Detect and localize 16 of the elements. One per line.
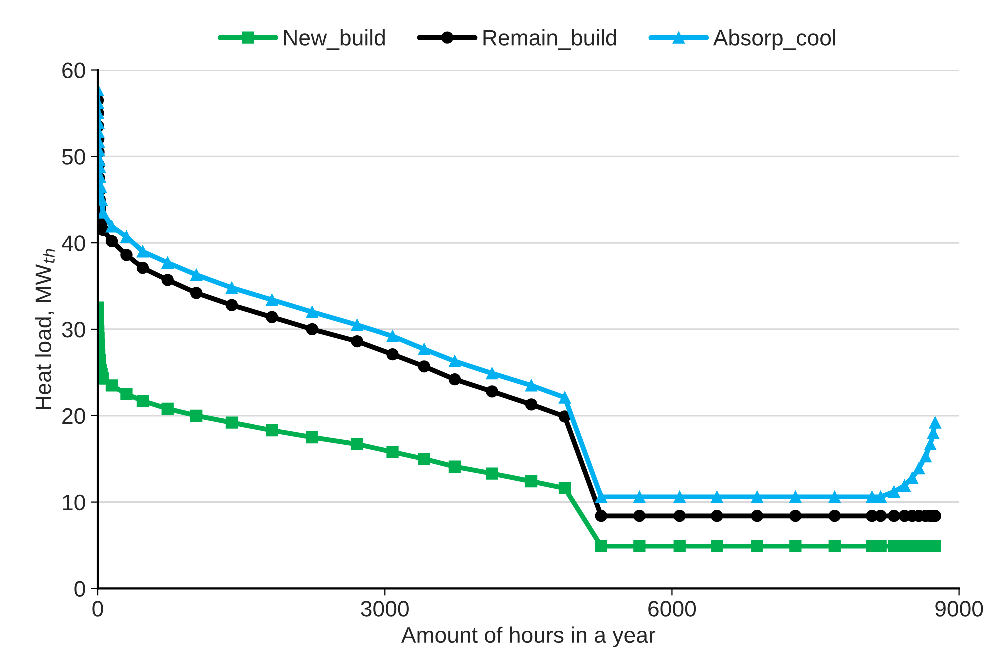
y-tick-label: 10 [63, 494, 86, 511]
legend-label: New_build [284, 30, 385, 50]
y-tick-label: 0 [74, 581, 86, 597]
legend-label: Remain_build [484, 30, 616, 50]
x-tick-label: 3000 [361, 601, 409, 617]
x-tick-label: 6000 [648, 601, 696, 617]
y-tick-label: 40 [62, 236, 86, 252]
y-axis-title: Heat load, MW$_{th}$ [35, 249, 55, 410]
y-tick-label: 60 [62, 62, 86, 79]
x-tick-label: 0 [92, 601, 104, 617]
legend-label: Absorp_cool [713, 30, 836, 50]
y-tick-label: 50 [62, 149, 86, 165]
x-axis-title: Amount of hours in a year [401, 626, 656, 648]
y-tick-label: 20 [62, 408, 86, 424]
x-tick-label: 9000 [936, 601, 984, 617]
y-tick-label: 30 [62, 322, 86, 338]
